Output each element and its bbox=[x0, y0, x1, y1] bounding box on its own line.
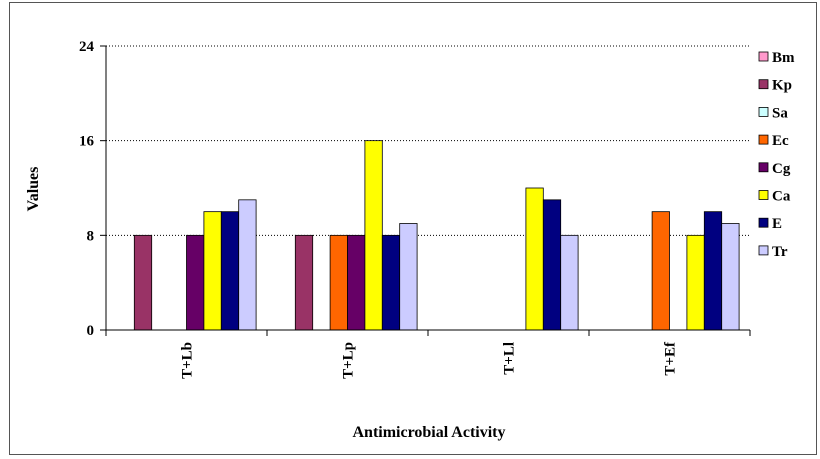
legend-label-bm: Bm bbox=[772, 50, 795, 66]
y-tick-label: 8 bbox=[87, 228, 95, 244]
legend-label-tr: Tr bbox=[772, 244, 788, 260]
legend-label-ec: Ec bbox=[772, 133, 789, 149]
y-tick-label: 16 bbox=[79, 134, 95, 150]
y-tick-labels: 0 8 16 24 bbox=[79, 39, 95, 339]
bar-ec-1 bbox=[329, 234, 348, 331]
legend-label-ca: Ca bbox=[772, 189, 791, 205]
legend-label-e: E bbox=[772, 216, 782, 232]
bar-tr-2 bbox=[560, 234, 579, 331]
legend-swatch-kp bbox=[758, 79, 769, 90]
bar-tr-0 bbox=[238, 199, 257, 331]
legend: Bm Kp Sa Ec Cg Ca E Tr bbox=[758, 50, 795, 260]
x-tick-label: T+Ll bbox=[502, 342, 518, 375]
bar-tr-1 bbox=[399, 223, 418, 331]
x-tick-label: T+Lb bbox=[180, 342, 196, 379]
y-tick-label: 24 bbox=[79, 39, 95, 55]
legend-swatch-ec bbox=[758, 134, 769, 145]
bar-cg-1 bbox=[347, 234, 366, 331]
y-axis-label: Values bbox=[25, 167, 42, 212]
legend-label-cg: Cg bbox=[772, 161, 791, 177]
bar-kp-0 bbox=[133, 234, 153, 331]
x-tick-labels: T+Lb T+Lp T+Ll T+Ef bbox=[180, 341, 679, 379]
legend-label-sa: Sa bbox=[772, 105, 788, 121]
bar-ec-3 bbox=[651, 211, 670, 331]
bar-cg-0 bbox=[186, 234, 205, 331]
bar-e-3 bbox=[703, 211, 723, 331]
axes bbox=[100, 45, 751, 336]
bars bbox=[133, 140, 740, 331]
bar-ca-1 bbox=[364, 140, 383, 331]
legend-swatch-cg bbox=[758, 162, 769, 173]
gridlines bbox=[106, 45, 750, 236]
bar-ca-0 bbox=[203, 211, 222, 331]
bar-tr-3 bbox=[721, 223, 740, 331]
bar-e-0 bbox=[220, 211, 240, 331]
legend-label-kp: Kp bbox=[772, 78, 792, 94]
bar-ca-2 bbox=[525, 187, 544, 331]
bar-e-2 bbox=[542, 199, 562, 331]
legend-swatch-tr bbox=[758, 245, 769, 256]
y-tick-label: 0 bbox=[87, 323, 95, 339]
bar-e-1 bbox=[381, 234, 401, 331]
legend-swatch-e bbox=[758, 217, 769, 228]
legend-swatch-sa bbox=[758, 107, 769, 117]
legend-swatch-ca bbox=[758, 190, 769, 200]
legend-swatch-bm bbox=[758, 51, 769, 62]
x-axis-label: Antimicrobial Activity bbox=[352, 424, 505, 441]
x-tick-label: T+Lp bbox=[341, 342, 357, 379]
x-tick-label: T+Ef bbox=[663, 341, 679, 376]
bar-ca-3 bbox=[686, 234, 705, 331]
bar-kp-1 bbox=[294, 234, 314, 331]
